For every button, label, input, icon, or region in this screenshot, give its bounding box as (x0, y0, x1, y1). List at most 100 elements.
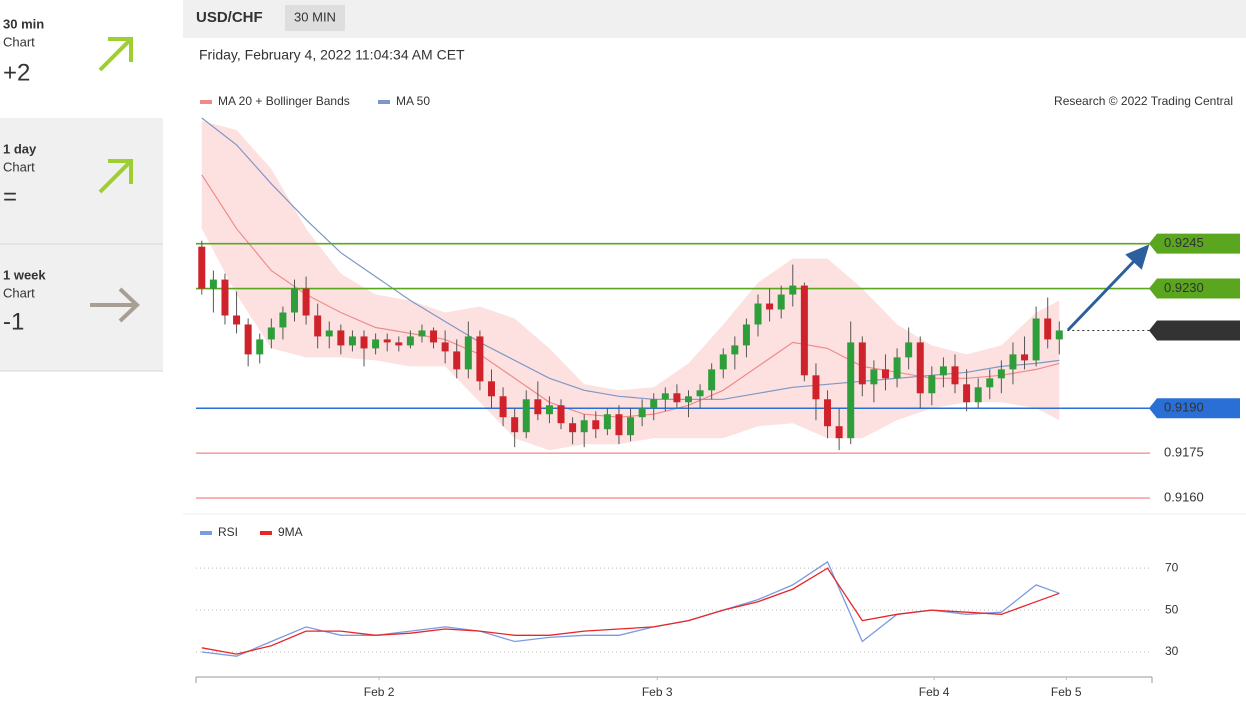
candle-body (800, 285, 808, 376)
candle-body (835, 426, 843, 439)
legend-swatch (378, 100, 390, 104)
bollinger-band (201, 121, 1060, 451)
candle-body (534, 399, 542, 415)
candle-body (812, 375, 820, 400)
timestamp: Friday, February 4, 2022 11:04:34 AM CET (199, 47, 465, 63)
level-label: 0.9230 (1164, 280, 1204, 295)
candle-body (650, 399, 658, 409)
legend-label: MA 50 (396, 94, 430, 108)
moving-average (201, 174, 1060, 418)
candle-body (302, 288, 310, 316)
candle-body (499, 396, 507, 418)
card[interactable] (0, 118, 163, 244)
candle-body (557, 405, 565, 424)
candle-body (824, 399, 832, 427)
level-label: 0.9160 (1164, 489, 1204, 504)
candle-body (963, 384, 971, 403)
timeframe: 30 MIN (294, 9, 336, 24)
candle-body (731, 345, 739, 355)
legend-label: 9MA (278, 525, 303, 539)
candle-body (627, 417, 635, 436)
candle-body (777, 294, 785, 310)
candle-body (615, 414, 623, 436)
candle-body (742, 324, 750, 346)
candle-body (406, 336, 414, 346)
moving-average (201, 117, 1060, 400)
candle-body (592, 420, 600, 430)
candle-body (916, 342, 924, 394)
x-tick-label: Feb 4 (919, 685, 950, 699)
period: 1 week (3, 267, 46, 282)
candle-body (997, 369, 1005, 379)
candle-body (233, 315, 241, 325)
arrow-up-icon (98, 159, 133, 194)
candle-body (1032, 318, 1040, 361)
candle-body (858, 342, 866, 385)
score: = (3, 183, 17, 210)
candle-body (348, 336, 356, 346)
candle-body (522, 399, 530, 433)
candle-body (603, 414, 611, 430)
card[interactable] (0, 244, 163, 371)
candle-body (441, 342, 449, 352)
candle-body (1055, 330, 1063, 340)
candle-body (337, 330, 345, 346)
candle-body (1021, 354, 1029, 361)
level-label: 0.9175 (1164, 445, 1204, 460)
candle-body (430, 330, 438, 343)
candle-body (673, 393, 681, 403)
candle-body (870, 369, 878, 385)
level-label: 0.9245 (1164, 235, 1204, 250)
candle-body (545, 405, 553, 415)
y-tick-label: 70 (1165, 560, 1179, 574)
candle-body (789, 285, 797, 295)
forecast-arrow (1066, 244, 1150, 332)
timeframe-badge[interactable] (285, 5, 345, 31)
level-tag (1149, 278, 1240, 299)
caption: Chart (3, 34, 35, 49)
x-tick-label: Feb 3 (642, 685, 673, 699)
card[interactable] (0, 0, 163, 118)
candle-body (383, 339, 391, 343)
candle-body (279, 312, 287, 328)
candle-body (198, 246, 206, 289)
credit: Research © 2022 Trading Central (1054, 94, 1233, 108)
level-tag (1149, 320, 1240, 341)
score: +2 (3, 59, 30, 86)
candle-body (418, 330, 426, 337)
score: -1 (3, 308, 24, 335)
rsi-line (201, 567, 1060, 655)
candle-body (754, 303, 762, 325)
level-label: 0.9190 (1164, 400, 1204, 415)
candle-body (395, 342, 403, 346)
y-tick-label: 50 (1165, 602, 1179, 616)
candle-body (684, 396, 692, 403)
candle-body (464, 336, 472, 370)
candle-body (1044, 318, 1052, 340)
x-tick-label: Feb 5 (1051, 685, 1082, 699)
candle-body (314, 315, 322, 337)
candle-body (905, 342, 913, 358)
rsi-line (201, 560, 1060, 657)
symbol: USD/CHF (196, 9, 263, 26)
candle-body (766, 303, 774, 310)
legend-swatch (260, 531, 272, 535)
candle-body (267, 327, 275, 340)
candle-body (580, 420, 588, 433)
plot: MA 20 + Bollinger Bands MA 50 0.9245 0.9230… (195, 94, 1240, 699)
candle-body (360, 336, 368, 349)
header-bar (183, 0, 1246, 38)
candle-body (986, 378, 994, 388)
candle-body (719, 354, 727, 370)
candle-body (939, 366, 947, 376)
candle-body (453, 351, 461, 370)
candle-body (476, 336, 484, 382)
legend-swatch (200, 531, 212, 535)
candle-body (569, 423, 577, 433)
legend-label: MA 20 + Bollinger Bands (218, 94, 350, 108)
candle-body (708, 369, 716, 391)
candle-body (893, 357, 901, 379)
candle-body (256, 339, 264, 355)
candle-body (951, 366, 959, 385)
